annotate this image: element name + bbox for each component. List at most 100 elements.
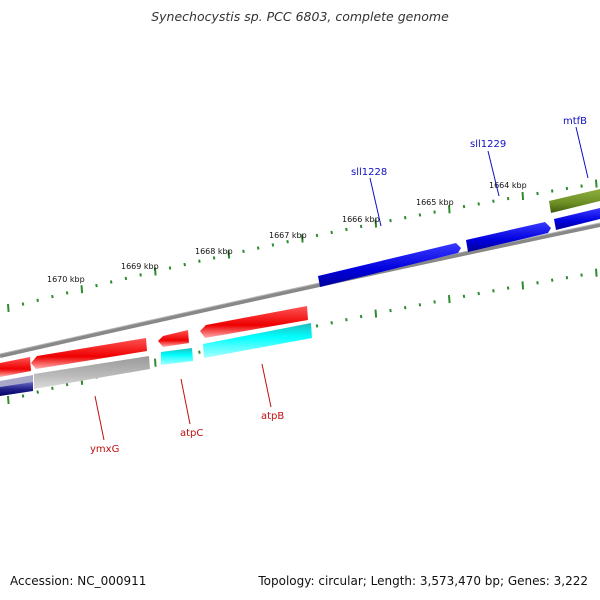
tick-label-1664: 1664 kbp: [489, 181, 527, 190]
minor-tick: [21, 394, 25, 398]
tick-label-1669: 1669 kbp: [121, 262, 159, 271]
minor-tick: [51, 294, 54, 299]
genome-backbone: [0, 223, 600, 358]
label-sll1229: sll1229: [470, 139, 506, 150]
major-tick: [448, 295, 451, 304]
map-title: Synechocystis sp. PCC 6803, complete gen…: [151, 9, 449, 24]
minor-tick: [506, 286, 510, 290]
tick-label-1668: 1668 kbp: [195, 247, 233, 256]
leader-ymxG: [94, 395, 105, 441]
gene-sll1228[interactable]: [318, 243, 461, 287]
minor-tick: [168, 266, 172, 270]
minor-tick: [550, 278, 554, 282]
major-tick: [521, 281, 525, 290]
minor-tick: [139, 273, 142, 277]
major-tick: [227, 250, 231, 259]
minor-tick: [51, 386, 54, 390]
gene-red-left-edge[interactable]: [0, 357, 31, 377]
gene-grey[interactable]: [34, 356, 150, 389]
label-ymxG: ymxG: [90, 444, 119, 455]
gene-atpC[interactable]: [158, 330, 189, 347]
major-tick: [154, 358, 157, 367]
minor-tick: [198, 259, 201, 263]
minor-tick: [536, 191, 539, 196]
major-tick: [154, 267, 157, 276]
accession-text: Accession: NC_000911: [10, 574, 147, 588]
minor-tick: [550, 189, 554, 193]
minor-tick: [433, 210, 436, 214]
leader-atpC: [180, 378, 191, 425]
major-tick: [595, 268, 598, 277]
label-mtfB: mtfB: [563, 116, 587, 127]
minor-tick: [389, 218, 392, 223]
label-sll1228: sll1228: [351, 167, 387, 178]
minor-tick: [536, 281, 539, 285]
minor-tick: [65, 382, 69, 387]
minor-tick: [492, 289, 495, 293]
minor-tick: [124, 276, 128, 281]
minor-tick: [462, 294, 466, 298]
minor-tick: [403, 306, 407, 310]
minor-tick: [65, 291, 69, 295]
minor-tick: [345, 227, 348, 232]
minor-tick: [183, 262, 186, 267]
minor-tick: [345, 318, 348, 322]
minor-tick: [36, 390, 39, 394]
tick-label-1666: 1666 kbp: [342, 215, 380, 224]
minor-tick: [462, 204, 466, 209]
major-tick: [80, 285, 84, 294]
tick-label-1667: 1667 kbp: [269, 231, 307, 240]
gene-mtfB[interactable]: [549, 189, 600, 213]
minor-tick: [330, 321, 333, 325]
minor-tick: [580, 184, 583, 188]
minor-tick: [198, 350, 201, 354]
major-tick: [7, 395, 10, 404]
leader-sll1228: [369, 177, 382, 227]
leader-sll1229: [487, 150, 500, 197]
major-tick: [7, 303, 10, 312]
gene-sll1229[interactable]: [466, 222, 551, 252]
minor-tick: [212, 256, 216, 260]
minor-tick: [565, 186, 569, 191]
major-tick: [521, 191, 525, 201]
major-tick: [301, 234, 304, 243]
minor-tick: [492, 199, 495, 203]
minor-tick: [580, 273, 583, 277]
genome-summary-text: Topology: circular; Length: 3,573,470 bp…: [258, 574, 588, 588]
minor-tick: [21, 302, 25, 306]
gene-navy-left-edge[interactable]: [0, 382, 33, 396]
minor-tick: [256, 246, 260, 250]
tick-label-1665: 1665 kbp: [416, 198, 454, 207]
minor-tick: [315, 233, 319, 238]
minor-tick: [109, 280, 113, 284]
minor-tick: [330, 230, 333, 235]
minor-tick: [418, 213, 422, 217]
minor-tick: [389, 308, 392, 313]
minor-tick: [359, 314, 363, 319]
major-tick: [374, 219, 378, 228]
tick-label-1670: 1670 kbp: [47, 275, 85, 284]
leader-atpB: [261, 363, 272, 408]
label-atpB: atpB: [261, 411, 284, 422]
minor-tick: [36, 298, 39, 302]
minor-tick: [506, 196, 510, 201]
gene-atpB[interactable]: [200, 306, 308, 338]
genome-backbone-highlight: [0, 222, 600, 355]
gene-blue-right-edge[interactable]: [554, 208, 600, 230]
minor-tick: [565, 276, 569, 280]
major-tick: [595, 179, 598, 188]
minor-tick: [315, 324, 319, 328]
gene-ymxG[interactable]: [31, 338, 147, 369]
leader-mtfB: [575, 126, 589, 179]
gene-cyan-1[interactable]: [161, 348, 193, 365]
minor-tick: [433, 300, 436, 304]
minor-tick: [286, 240, 289, 244]
scale-ticks-outer: [7, 179, 598, 312]
major-tick: [374, 309, 378, 318]
minor-tick: [403, 216, 407, 220]
gene-cyan-2[interactable]: [203, 323, 312, 358]
minor-tick: [242, 249, 245, 253]
minor-tick: [477, 202, 480, 206]
label-atpC: atpC: [180, 428, 203, 439]
